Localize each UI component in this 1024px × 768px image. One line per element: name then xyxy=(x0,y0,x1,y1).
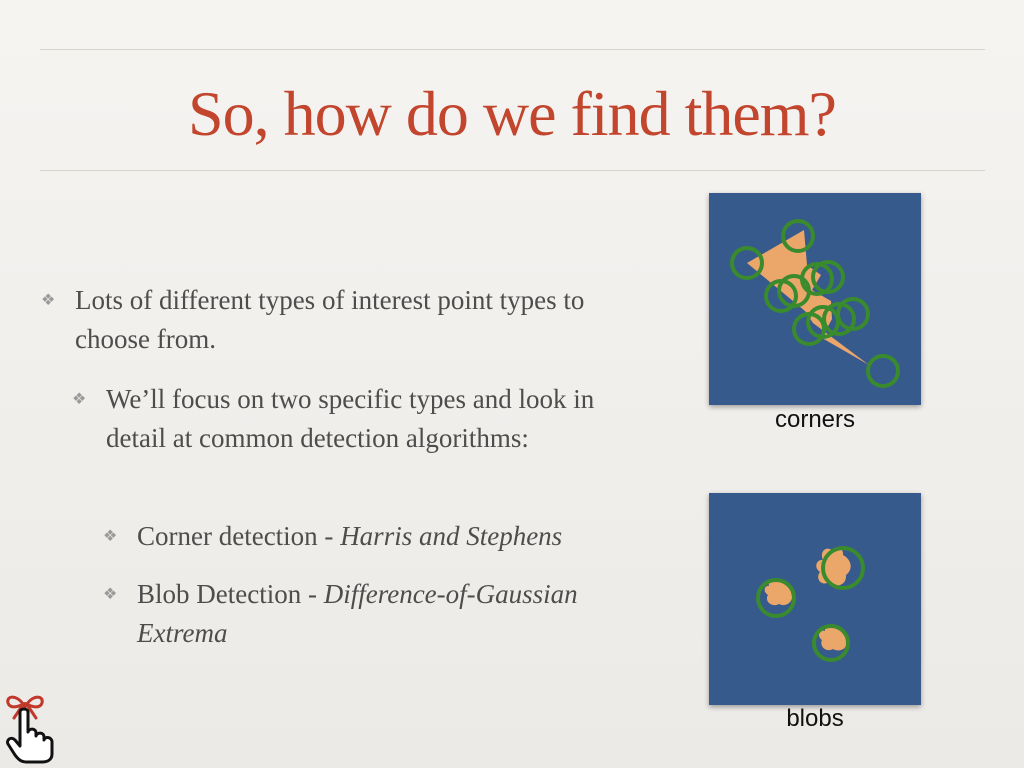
detection-circle xyxy=(730,246,764,280)
detection-circle xyxy=(811,260,845,294)
slide-title: So, how do we find them? xyxy=(188,78,837,149)
bullet-text: Lots of different types of interest poin… xyxy=(75,285,585,354)
bullet-blob-detection: ❖ Blob Detection - Difference-of-Gaussia… xyxy=(103,575,657,653)
corners-figure xyxy=(709,193,921,405)
detection-circle xyxy=(781,219,815,253)
bullet-glyph: ❖ xyxy=(103,528,118,545)
blob-shape xyxy=(764,579,793,606)
detection-circle xyxy=(800,262,834,296)
detection-circle xyxy=(812,624,850,662)
detection-circle xyxy=(866,354,900,388)
bullet-corner-detection: ❖ Corner detection - Harris and Stephens xyxy=(103,517,657,556)
corners-caption: corners xyxy=(774,406,856,433)
pointer-hand-icon[interactable] xyxy=(2,688,60,764)
blobs-figure xyxy=(709,493,921,705)
top-rule xyxy=(40,49,985,50)
detection-circle xyxy=(836,297,870,331)
blob-shape xyxy=(818,624,848,651)
bullet-level1: ❖ Lots of different types of interest po… xyxy=(41,281,615,359)
blobs-caption: blobs xyxy=(786,705,844,732)
bullet-emphasis: Difference-of-Gaussian Extrema xyxy=(137,579,578,648)
blobs-figure-background xyxy=(709,493,921,705)
corner-detection-circles xyxy=(730,219,900,388)
bullet-text: We’ll focus on two specific types and lo… xyxy=(106,384,595,453)
detection-circle xyxy=(756,578,796,618)
bullet-prefix: Corner detection - xyxy=(137,521,341,551)
bullet-level2: ❖ We’ll focus on two specific types and … xyxy=(72,380,616,458)
detection-circle xyxy=(822,302,856,336)
title-underline-rule xyxy=(40,170,985,171)
bullet-glyph: ❖ xyxy=(103,586,118,603)
detection-circle xyxy=(821,546,865,590)
blob-detection-circles xyxy=(756,546,865,662)
bullet-emphasis: Harris and Stephens xyxy=(340,521,563,551)
bullet-glyph: ❖ xyxy=(41,292,56,309)
bullet-prefix: Blob Detection - xyxy=(137,579,324,609)
bullet-glyph: ❖ xyxy=(72,391,87,408)
